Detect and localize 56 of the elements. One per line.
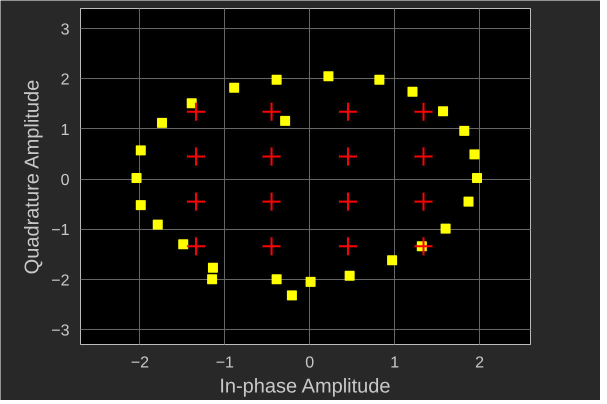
point xyxy=(306,276,316,287)
point xyxy=(152,220,163,230)
point xyxy=(414,146,434,166)
x-tick-label: −1 xyxy=(216,354,234,372)
point xyxy=(272,274,282,284)
point xyxy=(272,74,282,85)
y-tick-label: 3 xyxy=(60,22,70,39)
point xyxy=(414,236,434,256)
point xyxy=(186,146,206,166)
point xyxy=(414,192,434,212)
y-tick-label: 0 xyxy=(60,172,70,190)
point xyxy=(178,239,188,250)
point xyxy=(186,98,197,108)
point xyxy=(323,71,334,82)
point xyxy=(407,86,418,97)
point xyxy=(186,236,206,256)
x-axis-title: In-phase Amplitude xyxy=(219,376,391,398)
point xyxy=(157,118,168,128)
y-tick-label: −1 xyxy=(51,222,70,240)
x-tick-label: 1 xyxy=(390,354,400,372)
y-axis-title: Quadrature Amplitude xyxy=(21,80,44,274)
point xyxy=(387,255,398,266)
point xyxy=(229,82,240,93)
point xyxy=(459,126,470,136)
point xyxy=(438,106,448,116)
point xyxy=(136,145,146,156)
point xyxy=(207,274,218,284)
point xyxy=(338,192,358,212)
point xyxy=(472,173,482,184)
point xyxy=(262,236,282,256)
y-tick-label: 1 xyxy=(60,122,70,139)
point xyxy=(262,102,282,122)
x-tick-label: 2 xyxy=(475,354,484,372)
point xyxy=(262,146,282,166)
point xyxy=(469,149,480,160)
point xyxy=(132,173,142,184)
point xyxy=(338,146,358,166)
point xyxy=(136,200,146,210)
point xyxy=(414,102,434,122)
point xyxy=(280,116,290,126)
point xyxy=(344,270,355,281)
point xyxy=(338,236,358,256)
point xyxy=(208,262,218,273)
point xyxy=(374,74,384,85)
point xyxy=(262,192,282,212)
y-tick-label: −2 xyxy=(51,272,70,290)
y-tick-label: −3 xyxy=(51,322,70,340)
x-tick-label: 0 xyxy=(305,354,314,372)
point xyxy=(186,192,206,212)
point xyxy=(338,102,358,122)
point xyxy=(464,196,474,207)
point xyxy=(186,102,206,122)
x-tick-label: −2 xyxy=(130,354,150,372)
point xyxy=(440,224,451,234)
point xyxy=(286,290,297,300)
y-tick-label: 2 xyxy=(60,72,70,89)
